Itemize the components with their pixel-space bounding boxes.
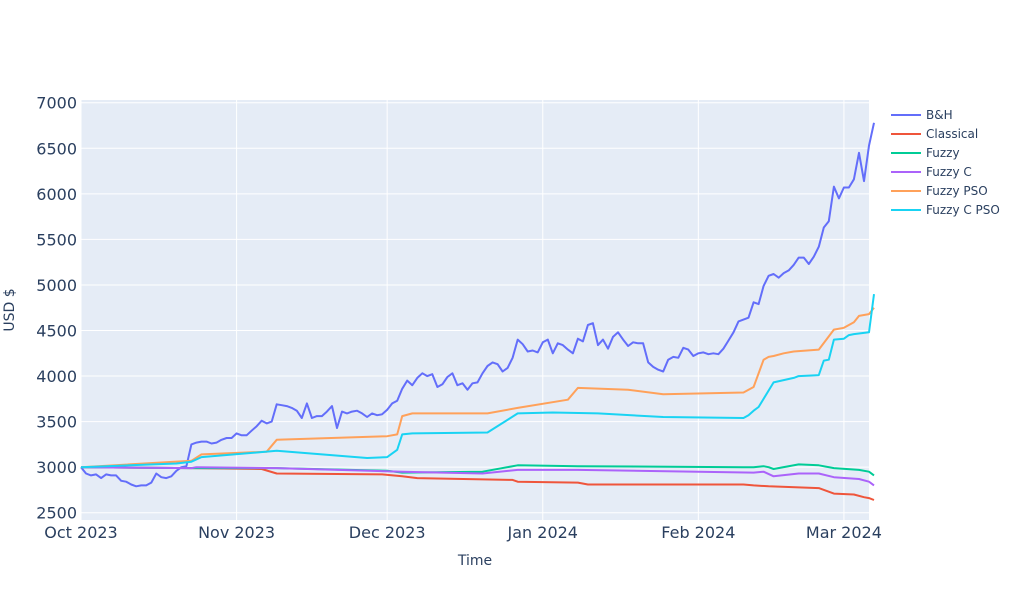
legend-item[interactable]: Classical xyxy=(891,127,978,141)
x-axis-title: Time xyxy=(457,553,492,569)
series-lines xyxy=(80,122,875,501)
series-line-fuzzy-c-pso xyxy=(80,293,875,469)
x-tick-label: Oct 2023 xyxy=(44,523,117,542)
legend-item[interactable]: Fuzzy C PSO xyxy=(891,203,1000,217)
plot-area xyxy=(81,100,869,520)
y-tick-label: 3000 xyxy=(36,458,77,477)
y-tick-label: 4500 xyxy=(36,321,77,340)
y-axis-ticks: 2500 3000 3500 4000 4500 5000 5500 6000 6500 7000 xyxy=(36,94,77,523)
y-tick-label: 7000 xyxy=(36,94,77,113)
legend[interactable]: B&H Classical Fuzzy Fuzzy C Fuzzy PSO Fuzzy C… xyxy=(891,108,1000,217)
x-tick-label: Mar 2024 xyxy=(806,523,882,542)
y-tick-label: 6500 xyxy=(36,139,77,158)
y-tick-label: 5000 xyxy=(36,276,77,295)
series-line-fuzzy-c xyxy=(80,466,875,487)
x-tick-label: Nov 2023 xyxy=(198,523,275,542)
series-line-b-h xyxy=(80,122,875,488)
y-tick-label: 4000 xyxy=(36,367,77,386)
legend-label: Fuzzy xyxy=(926,146,960,160)
legend-item[interactable]: Fuzzy PSO xyxy=(891,184,988,198)
series-line-fuzzy-pso xyxy=(80,307,875,469)
legend-item[interactable]: B&H xyxy=(891,108,953,122)
legend-label: Fuzzy C xyxy=(926,165,972,179)
legend-item[interactable]: Fuzzy xyxy=(891,146,960,160)
x-axis-ticks: Oct 2023 Nov 2023 Dec 2023 Jan 2024 Feb 2024… xyxy=(44,523,882,542)
y-tick-label: 2500 xyxy=(36,504,77,523)
y-tick-label: 3500 xyxy=(36,413,77,432)
x-tick-label: Dec 2023 xyxy=(349,523,426,542)
x-tick-label: Jan 2024 xyxy=(507,523,578,542)
grid-lines xyxy=(80,100,869,520)
legend-label: Fuzzy C PSO xyxy=(926,203,1000,217)
y-tick-label: 6000 xyxy=(36,185,77,204)
y-tick-label: 5500 xyxy=(36,230,77,249)
legend-label: B&H xyxy=(926,108,953,122)
legend-label: Classical xyxy=(926,127,978,141)
x-tick-label: Feb 2024 xyxy=(661,523,735,542)
series-line-classical xyxy=(80,466,875,501)
legend-item[interactable]: Fuzzy C xyxy=(891,165,972,179)
y-axis-title: USD $ xyxy=(2,288,18,331)
legend-label: Fuzzy PSO xyxy=(926,184,988,198)
